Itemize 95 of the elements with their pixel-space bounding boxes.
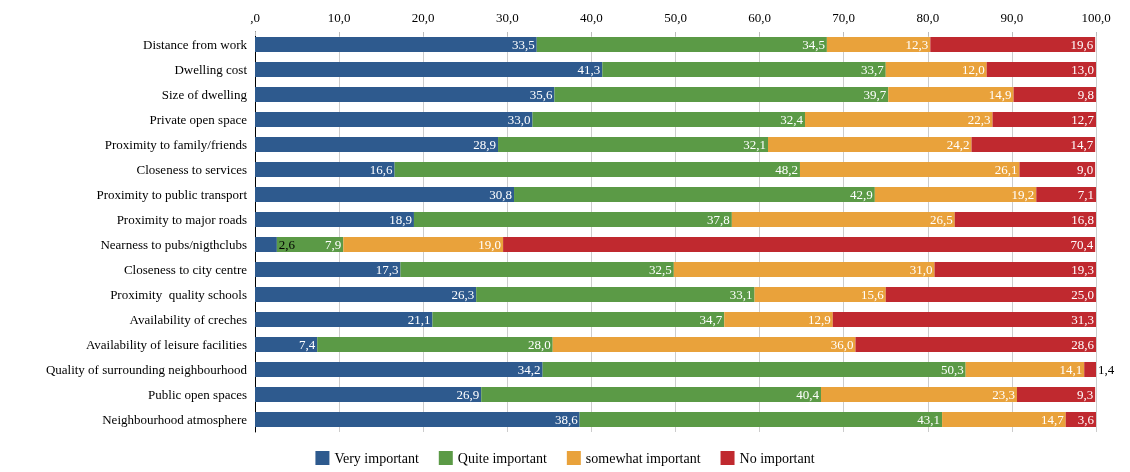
data-label: 9,0 xyxy=(1076,162,1094,177)
data-label: 28,9 xyxy=(473,137,497,152)
x-tick-label: 10,0 xyxy=(327,10,351,25)
data-label: 14,1 xyxy=(1059,362,1083,377)
x-tick-label: 90,0 xyxy=(1000,10,1024,25)
data-label: 33,1 xyxy=(729,287,753,302)
data-label: 7,9 xyxy=(325,237,342,252)
data-label: 7,1 xyxy=(1077,187,1094,202)
data-label: 32,5 xyxy=(649,262,672,277)
data-label: 38,6 xyxy=(554,412,579,427)
data-label: 13,0 xyxy=(1071,62,1094,77)
data-label: 50,3 xyxy=(940,362,964,377)
data-label: 31,0 xyxy=(909,262,933,277)
data-label: 32,4 xyxy=(780,112,804,127)
y-tick-label: Proximity to family/friends xyxy=(104,137,247,152)
data-label: 28,0 xyxy=(527,337,551,352)
data-label: 3,6 xyxy=(1077,412,1095,427)
data-label: 15,6 xyxy=(861,287,885,302)
y-tick-label: Size of dwelling xyxy=(161,87,248,102)
x-tick-label: 20,0 xyxy=(411,10,435,25)
data-label: 25,0 xyxy=(1071,287,1094,302)
data-label: 40,4 xyxy=(796,387,820,402)
data-label: 48,2 xyxy=(775,162,798,177)
y-tick-label: Proximity to public transport xyxy=(96,187,248,202)
data-label: 19,0 xyxy=(478,237,502,252)
data-label: 70,4 xyxy=(1070,237,1094,252)
data-label: 21,1 xyxy=(407,312,431,327)
data-label: 26,1 xyxy=(994,162,1018,177)
data-label: 39,7 xyxy=(863,87,887,102)
data-label: 36,0 xyxy=(830,337,854,352)
legend-label: No important xyxy=(739,450,815,466)
data-label: 14,9 xyxy=(988,87,1012,102)
data-label: 33,7 xyxy=(861,62,885,77)
y-tick-label: Distance from work xyxy=(143,37,248,52)
data-label: 19,6 xyxy=(1070,37,1094,52)
data-label: 28,6 xyxy=(1071,337,1095,352)
data-label: 35,6 xyxy=(529,87,553,102)
data-label: 34,7 xyxy=(699,312,723,327)
x-tick-label: ,0 xyxy=(250,10,260,25)
data-label: 30,8 xyxy=(489,187,513,202)
data-label: 26,9 xyxy=(456,387,480,402)
x-tick-label: 60,0 xyxy=(748,10,771,25)
data-label: 43,1 xyxy=(917,412,941,427)
data-label: 16,6 xyxy=(369,162,394,177)
y-tick-label: Availability of creches xyxy=(129,312,247,327)
data-label: 37,8 xyxy=(707,212,730,227)
y-tick-label: Proximity to major roads xyxy=(116,212,247,227)
data-label: 41,3 xyxy=(577,62,601,77)
y-tick-label: Dwelling cost xyxy=(174,62,248,77)
x-tick-label: 40,0 xyxy=(580,10,603,25)
x-tick-label: 80,0 xyxy=(916,10,940,25)
data-label: 23,3 xyxy=(992,387,1015,402)
data-label: 32,1 xyxy=(743,137,767,152)
y-tick-label: Availability of leisure facilities xyxy=(85,337,247,352)
data-label: 9,3 xyxy=(1076,387,1094,402)
x-tick-label: 30,0 xyxy=(495,10,519,25)
data-label: 12,9 xyxy=(808,312,831,327)
data-label: 14,7 xyxy=(1070,137,1094,152)
data-label: 12,3 xyxy=(905,37,929,52)
data-label: 19,3 xyxy=(1071,262,1094,277)
x-tick-label: 50,0 xyxy=(664,10,687,25)
y-tick-label: Closeness to city centre xyxy=(123,262,248,277)
data-label: 42,9 xyxy=(850,187,873,202)
data-label: 31,3 xyxy=(1071,312,1094,327)
x-tick-label: 100,0 xyxy=(1081,10,1111,25)
y-tick-label: Private open space xyxy=(149,112,248,127)
data-label: 14,7 xyxy=(1040,412,1065,427)
data-label: 12,7 xyxy=(1071,112,1095,127)
legend-label: somewhat important xyxy=(585,450,701,466)
data-label: 33,0 xyxy=(507,112,531,127)
data-label: 7,4 xyxy=(298,337,316,352)
data-label: 24,2 xyxy=(946,137,970,152)
y-tick-label: Public open spaces xyxy=(148,387,247,402)
data-label: 9,8 xyxy=(1077,87,1094,102)
data-label: 1,4 xyxy=(1098,362,1115,377)
data-label: 34,2 xyxy=(517,362,541,377)
y-tick-label: Neighbourhood atmosphere xyxy=(102,412,248,427)
legend-label: Quite important xyxy=(457,450,547,466)
data-label: 18,9 xyxy=(389,212,412,227)
data-label: 2,6 xyxy=(278,237,296,252)
data-label: 26,3 xyxy=(451,287,475,302)
data-label: 34,5 xyxy=(802,37,825,52)
legend-label: Very important xyxy=(334,450,419,466)
y-tick-label: Closeness to services xyxy=(136,162,247,177)
y-tick-label: Nearness to pubs/nigthclubs xyxy=(100,237,247,252)
data-label: 16,8 xyxy=(1071,212,1094,227)
data-label: 33,5 xyxy=(511,37,535,52)
data-label: 22,3 xyxy=(967,112,991,127)
data-label: 26,5 xyxy=(929,212,953,227)
data-label: 12,0 xyxy=(961,62,985,77)
data-label: 17,3 xyxy=(375,262,399,277)
x-tick-label: 70,0 xyxy=(832,10,856,25)
y-tick-label: Proximity quality schools xyxy=(110,287,247,302)
y-tick-label: Quality of surrounding neighbourhood xyxy=(45,362,248,377)
data-label: 19,2 xyxy=(1011,187,1035,202)
